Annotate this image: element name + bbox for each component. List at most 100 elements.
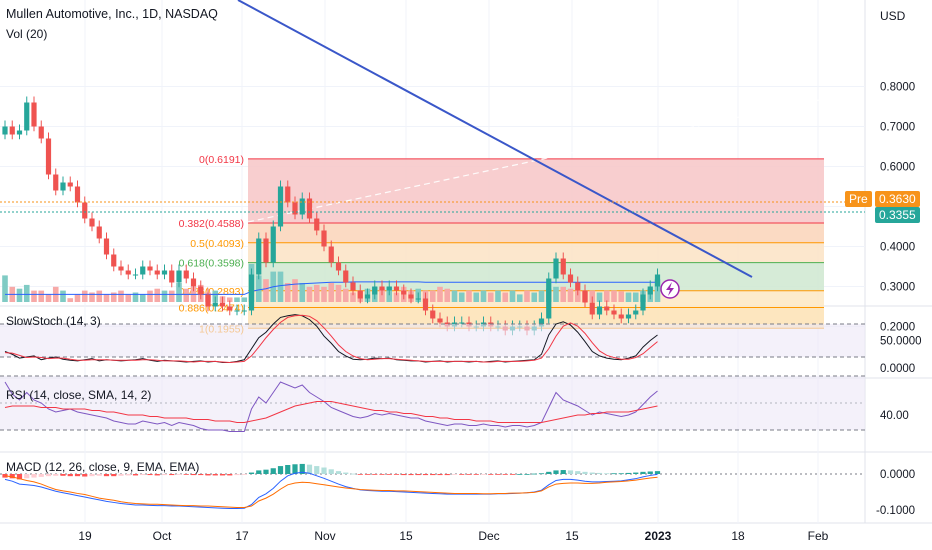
x-tick-label: Feb <box>808 529 829 543</box>
macd-histogram-bar <box>531 473 537 475</box>
macd-histogram-bar <box>154 474 160 476</box>
x-tick-label: Oct <box>153 529 172 543</box>
macd-histogram-bar <box>589 472 595 474</box>
macd-histogram-bar <box>524 474 530 475</box>
macd-histogram-bar <box>335 471 342 474</box>
macd-histogram-bar <box>306 464 313 474</box>
candle-body <box>640 294 646 311</box>
candle-body <box>611 310 617 315</box>
macd-histogram-bar <box>234 474 240 476</box>
candle-body <box>96 226 102 239</box>
volume-bar <box>313 284 320 302</box>
macd-histogram-bar <box>538 473 545 475</box>
macd-histogram-bar <box>386 474 392 475</box>
volume-bar <box>596 292 603 302</box>
stoch-d-line <box>4 314 658 364</box>
macd-histogram-bar <box>647 471 653 474</box>
candle-body <box>618 314 624 319</box>
x-tick-label: 17 <box>235 529 249 543</box>
volume-bar <box>103 294 110 302</box>
candle-body <box>89 218 95 227</box>
rsi-line <box>4 381 658 432</box>
volume-bar <box>292 279 298 302</box>
macd-histogram-bar <box>451 474 458 475</box>
macd-histogram-bar <box>190 474 197 476</box>
macd-histogram-bar <box>205 474 211 476</box>
candle-body <box>118 266 124 271</box>
volume-bar <box>74 294 81 302</box>
volume-bar <box>299 283 306 302</box>
macd-histogram-bar <box>618 473 624 475</box>
price-tick-label: 0.2000 <box>880 322 915 334</box>
macd-histogram-bar <box>299 463 305 474</box>
candle-body <box>299 198 305 215</box>
volume-bar <box>611 290 617 302</box>
macd-histogram-bar <box>270 468 276 474</box>
macd-histogram-bar <box>125 474 131 476</box>
volume-bar <box>2 275 8 302</box>
volume-bar <box>379 288 385 302</box>
macd-histogram-bar <box>285 465 291 474</box>
macd-histogram-bar <box>654 471 661 474</box>
macd-histogram-bar <box>430 474 436 476</box>
stoch-title: SlowStoch (14, 3) <box>6 314 101 328</box>
candle-body <box>9 126 15 135</box>
candle-body <box>292 202 298 215</box>
candle-body <box>183 270 189 279</box>
macd-signal-line <box>4 475 658 508</box>
volume-bar <box>234 297 240 302</box>
price-tick-label: 0.8000 <box>880 82 915 94</box>
candle-body <box>567 274 574 283</box>
fib-zone-3 <box>248 262 824 291</box>
macd-histogram-bar <box>263 469 269 474</box>
macd-histogram-bar <box>611 473 617 475</box>
volume-bar <box>574 290 581 302</box>
candle-body <box>408 294 414 299</box>
candle-body <box>350 282 356 291</box>
volume-bar <box>284 283 291 302</box>
candle-body <box>393 286 400 291</box>
candle-body <box>169 270 175 283</box>
currency-label: USD <box>880 9 906 23</box>
candle-body <box>205 294 211 307</box>
macd-tick-label: 0.0000 <box>880 469 915 481</box>
symbol-title: Mullen Automotive, Inc., 1D, NASDAQ <box>6 7 218 21</box>
rsi-tick-label: 40.00 <box>880 410 909 422</box>
macd-histogram-bar <box>16 474 23 480</box>
volume-bar <box>437 286 443 302</box>
macd-histogram-bar <box>183 474 189 475</box>
macd-histogram-bar <box>372 474 378 475</box>
volume-label: Vol (20) <box>6 27 48 41</box>
candle-body <box>219 302 226 307</box>
volume-bar <box>429 290 436 302</box>
macd-histogram-bar <box>118 474 124 476</box>
macd-histogram-bar <box>393 474 400 475</box>
candle-body <box>582 290 588 303</box>
candle-body <box>437 318 443 323</box>
macd-histogram-bar <box>379 474 385 475</box>
volume-bar <box>60 290 66 302</box>
volume-bar <box>531 292 538 302</box>
volume-bar <box>168 290 175 302</box>
macd-histogram-bar <box>176 474 182 475</box>
candle-body <box>596 306 603 315</box>
volume-bar <box>118 290 124 302</box>
volume-bar <box>480 290 487 302</box>
candle-body <box>31 102 37 127</box>
rsi-title: RSI (14, close, SMA, 14, 2) <box>6 388 152 402</box>
volume-bar <box>603 290 610 302</box>
fib-zone-1 <box>248 222 824 243</box>
candle-body <box>654 274 661 287</box>
macd-histogram-bar <box>31 474 37 478</box>
stoch-band <box>0 324 865 357</box>
volume-bar <box>342 288 349 302</box>
volume-bar <box>393 292 400 302</box>
volume-bar <box>241 297 248 302</box>
candle-body <box>38 126 44 139</box>
candle-body <box>176 270 182 283</box>
price-tick-label: 0.6000 <box>880 162 915 174</box>
macd-histogram-bar <box>444 474 450 476</box>
x-tick-label: 15 <box>565 529 579 543</box>
macd-histogram-bar <box>625 472 632 474</box>
